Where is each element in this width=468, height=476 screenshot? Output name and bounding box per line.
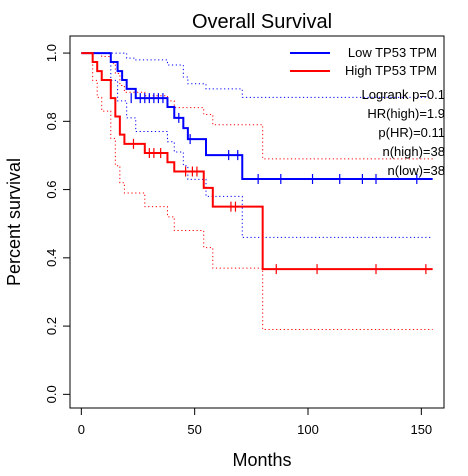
survival-line-high	[81, 52, 433, 271]
x-tick-label: 50	[187, 422, 201, 437]
survival-curves	[81, 52, 433, 271]
stat-annotation: p(HR)=0.11	[378, 125, 445, 140]
y-tick-label: 0.0	[44, 385, 59, 403]
stat-annotation: HR(high)=1.9	[367, 106, 445, 121]
y-axis-title: Percent survival	[4, 158, 24, 286]
legend-label-high: High TP53 TPM	[345, 63, 437, 78]
x-axis-title: Months	[232, 450, 291, 470]
stat-annotation: Logrank p=0.1	[362, 87, 445, 102]
stats-annotations: Logrank p=0.1 HR(high)=1.9 p(HR)=0.11 n(hig…	[362, 87, 445, 178]
y-tick-label: 0.8	[44, 112, 59, 130]
x-tick-label: 0	[78, 422, 85, 437]
legend: Low TP53 TPM High TP53 TPM	[290, 45, 437, 78]
x-axis-ticks: 0 50 100 150	[78, 408, 432, 437]
censor-marks	[130, 93, 427, 275]
stat-annotation: n(low)=38	[388, 163, 445, 178]
y-tick-label: 0.2	[44, 317, 59, 335]
stat-annotation: n(high)=38	[382, 144, 445, 159]
survival-line-low	[81, 52, 433, 180]
legend-label-low: Low TP53 TPM	[348, 45, 437, 60]
y-tick-label: 0.4	[44, 249, 59, 267]
plot-frame	[69, 35, 445, 409]
y-axis-ticks: 0.0 0.2 0.4 0.6 0.8 1.0	[44, 44, 70, 403]
ci-upper-high	[81, 52, 433, 160]
y-tick-label: 0.6	[44, 181, 59, 199]
x-tick-label: 150	[410, 422, 432, 437]
chart-title: Overall Survival	[192, 11, 332, 33]
x-tick-label: 100	[297, 422, 319, 437]
y-tick-label: 1.0	[44, 44, 59, 62]
